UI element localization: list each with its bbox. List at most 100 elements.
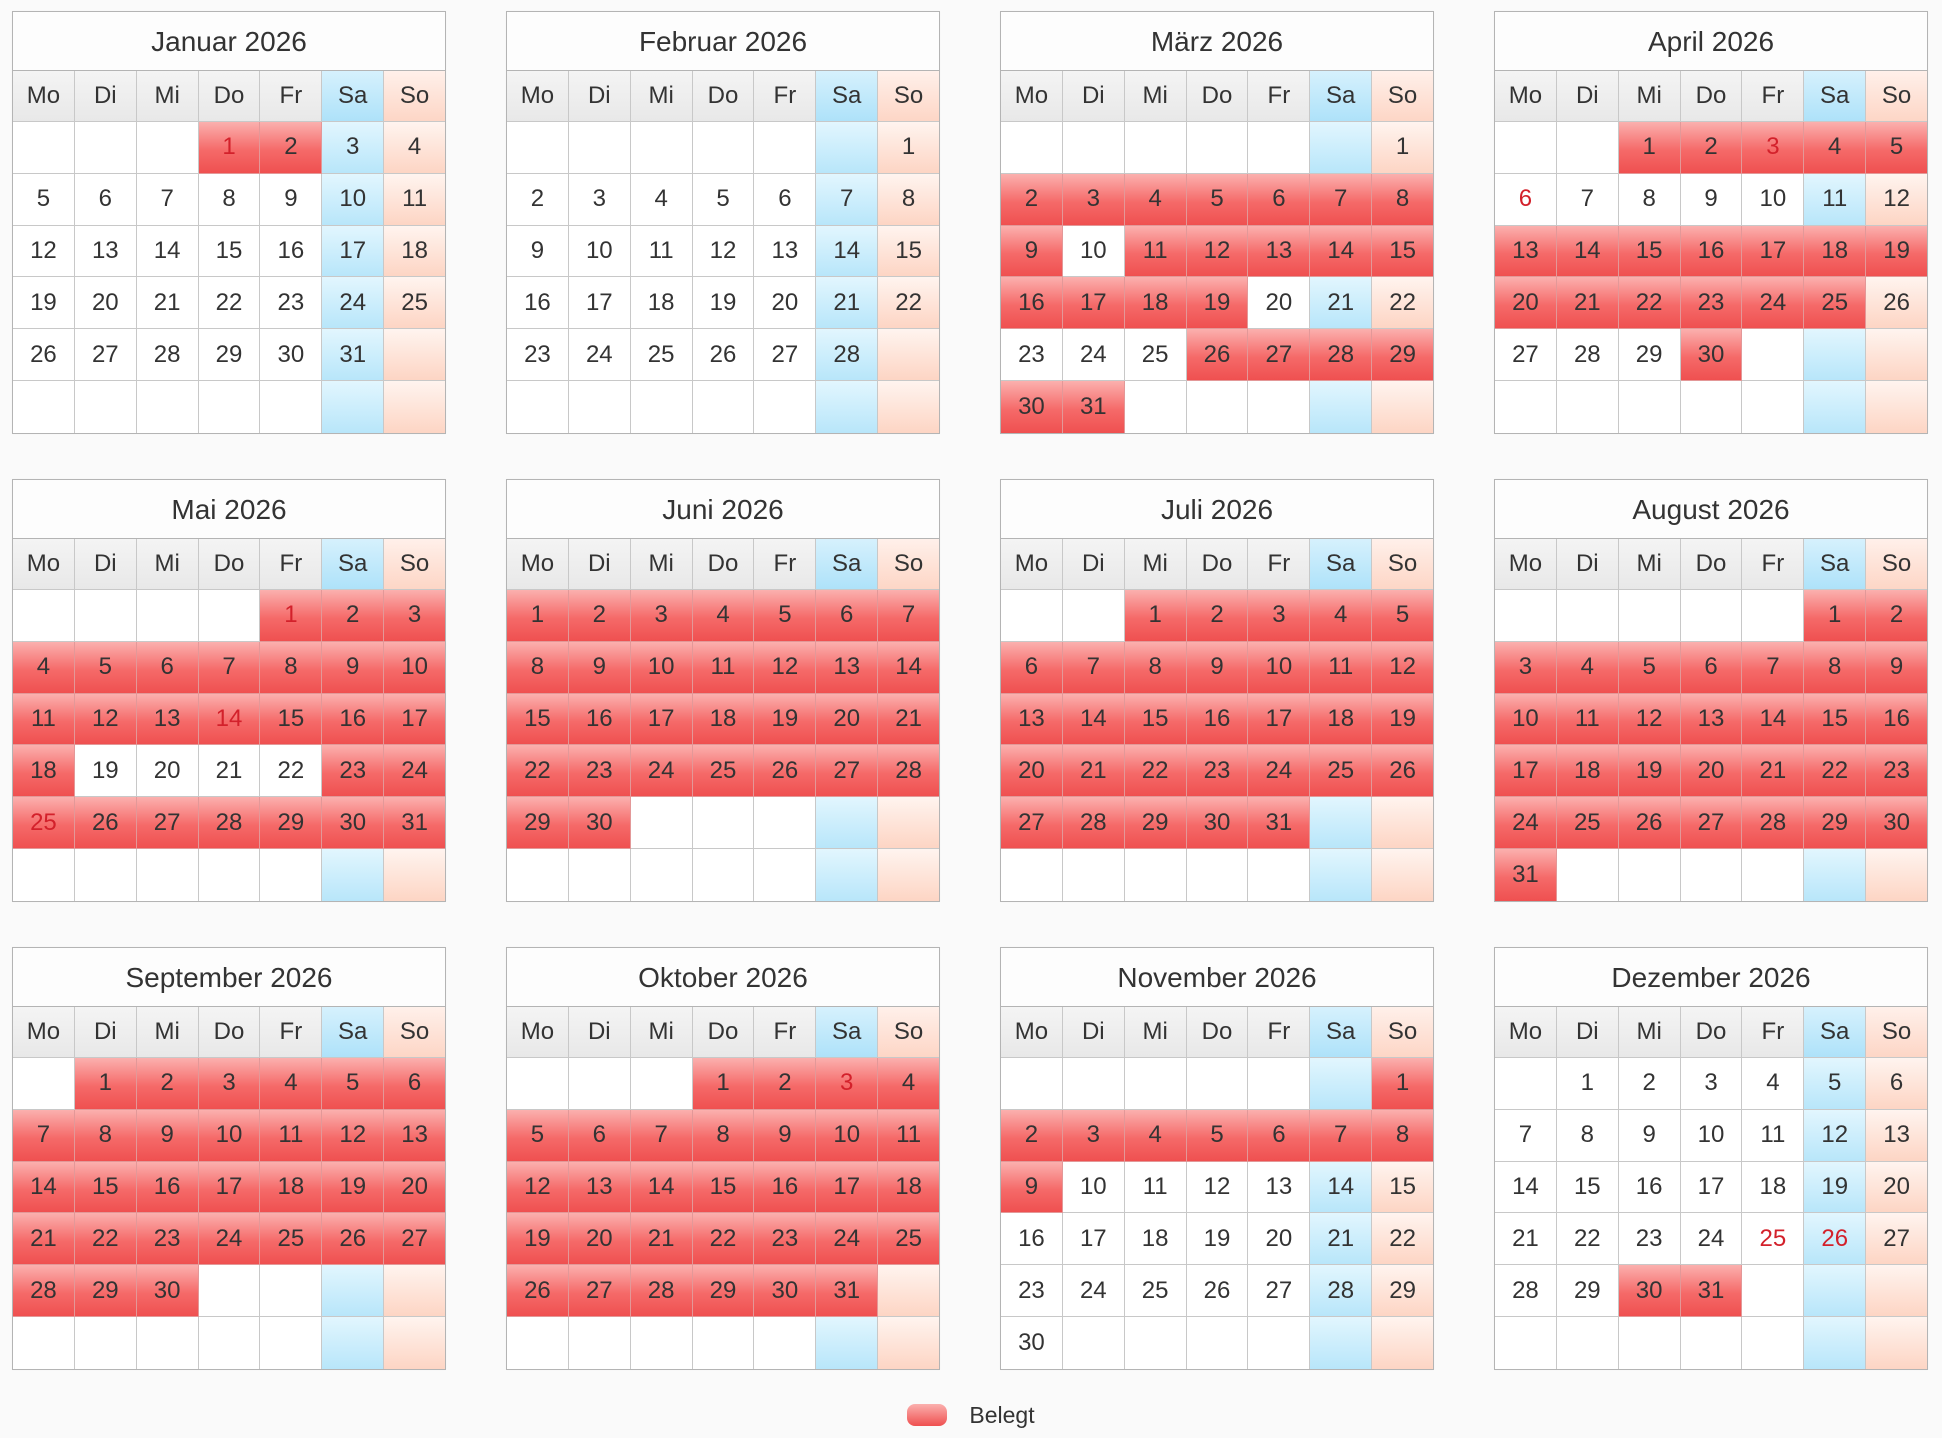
- day-cell[interactable]: 18: [1556, 745, 1619, 798]
- day-cell[interactable]: 17: [1742, 225, 1805, 278]
- day-cell[interactable]: 5: [1186, 1109, 1249, 1162]
- day-cell[interactable]: 12: [1186, 1161, 1249, 1214]
- day-cell[interactable]: 7: [630, 1109, 693, 1162]
- day-cell[interactable]: 29: [1372, 1265, 1434, 1318]
- day-cell[interactable]: 17: [1680, 1161, 1743, 1214]
- day-cell[interactable]: 14: [1495, 1161, 1557, 1214]
- day-cell[interactable]: 30: [1680, 329, 1743, 382]
- day-cell[interactable]: 11: [878, 1109, 940, 1162]
- day-cell[interactable]: 10: [568, 225, 631, 278]
- day-cell[interactable]: 14: [1742, 693, 1805, 746]
- day-cell[interactable]: 21: [1556, 277, 1619, 330]
- day-cell[interactable]: 1: [878, 121, 940, 174]
- day-cell[interactable]: 30: [1618, 1265, 1681, 1318]
- day-cell[interactable]: 10: [1062, 225, 1125, 278]
- day-cell[interactable]: 20: [74, 277, 137, 330]
- day-cell[interactable]: 7: [1310, 1109, 1373, 1162]
- day-cell[interactable]: 14: [136, 225, 199, 278]
- day-cell[interactable]: 4: [1804, 121, 1867, 174]
- day-cell[interactable]: 3: [568, 173, 631, 226]
- day-cell[interactable]: 11: [384, 173, 446, 226]
- day-cell[interactable]: 8: [692, 1109, 755, 1162]
- day-cell[interactable]: 6: [384, 1057, 446, 1110]
- day-cell[interactable]: 26: [754, 745, 817, 798]
- day-cell[interactable]: 15: [1804, 693, 1867, 746]
- day-cell[interactable]: 30: [568, 797, 631, 850]
- day-cell[interactable]: 5: [322, 1057, 385, 1110]
- day-cell[interactable]: 4: [13, 641, 75, 694]
- day-cell[interactable]: 20: [1248, 1213, 1311, 1266]
- day-cell[interactable]: 17: [384, 693, 446, 746]
- day-cell[interactable]: 14: [13, 1161, 75, 1214]
- day-cell[interactable]: 1: [1618, 121, 1681, 174]
- day-cell[interactable]: 19: [1186, 277, 1249, 330]
- day-cell[interactable]: 25: [1124, 329, 1187, 382]
- day-cell[interactable]: 2: [568, 589, 631, 642]
- day-cell[interactable]: 1: [198, 121, 261, 174]
- day-cell[interactable]: 28: [198, 797, 261, 850]
- day-cell[interactable]: 10: [1680, 1109, 1743, 1162]
- day-cell[interactable]: 26: [1866, 277, 1928, 330]
- day-cell[interactable]: 13: [568, 1161, 631, 1214]
- day-cell[interactable]: 27: [1248, 329, 1311, 382]
- day-cell[interactable]: 14: [1310, 225, 1373, 278]
- day-cell[interactable]: 15: [260, 693, 323, 746]
- day-cell[interactable]: 31: [1495, 849, 1557, 902]
- day-cell[interactable]: 15: [507, 693, 569, 746]
- day-cell[interactable]: 16: [322, 693, 385, 746]
- day-cell[interactable]: 20: [754, 277, 817, 330]
- day-cell[interactable]: 24: [198, 1213, 261, 1266]
- day-cell[interactable]: 2: [1001, 173, 1063, 226]
- day-cell[interactable]: 18: [878, 1161, 940, 1214]
- day-cell[interactable]: 11: [692, 641, 755, 694]
- day-cell[interactable]: 18: [260, 1161, 323, 1214]
- day-cell[interactable]: 21: [630, 1213, 693, 1266]
- day-cell[interactable]: 5: [1618, 641, 1681, 694]
- day-cell[interactable]: 15: [1372, 225, 1434, 278]
- day-cell[interactable]: 10: [322, 173, 385, 226]
- day-cell[interactable]: 3: [384, 589, 446, 642]
- day-cell[interactable]: 29: [1618, 329, 1681, 382]
- day-cell[interactable]: 30: [1001, 1317, 1063, 1370]
- day-cell[interactable]: 11: [630, 225, 693, 278]
- day-cell[interactable]: 21: [198, 745, 261, 798]
- day-cell[interactable]: 6: [568, 1109, 631, 1162]
- day-cell[interactable]: 28: [816, 329, 879, 382]
- day-cell[interactable]: 4: [384, 121, 446, 174]
- day-cell[interactable]: 11: [1742, 1109, 1805, 1162]
- day-cell[interactable]: 30: [754, 1265, 817, 1318]
- day-cell[interactable]: 3: [322, 121, 385, 174]
- day-cell[interactable]: 27: [384, 1213, 446, 1266]
- day-cell[interactable]: 7: [1495, 1109, 1557, 1162]
- day-cell[interactable]: 31: [1248, 797, 1311, 850]
- day-cell[interactable]: 8: [260, 641, 323, 694]
- day-cell[interactable]: 15: [74, 1161, 137, 1214]
- day-cell[interactable]: 17: [816, 1161, 879, 1214]
- day-cell[interactable]: 11: [13, 693, 75, 746]
- day-cell[interactable]: 22: [1124, 745, 1187, 798]
- day-cell[interactable]: 29: [198, 329, 261, 382]
- day-cell[interactable]: 25: [630, 329, 693, 382]
- day-cell[interactable]: 24: [568, 329, 631, 382]
- day-cell[interactable]: 18: [1310, 693, 1373, 746]
- day-cell[interactable]: 22: [692, 1213, 755, 1266]
- day-cell[interactable]: 15: [692, 1161, 755, 1214]
- day-cell[interactable]: 23: [754, 1213, 817, 1266]
- day-cell[interactable]: 7: [1742, 641, 1805, 694]
- day-cell[interactable]: 9: [136, 1109, 199, 1162]
- day-cell[interactable]: 8: [1372, 173, 1434, 226]
- day-cell[interactable]: 29: [1804, 797, 1867, 850]
- day-cell[interactable]: 6: [1248, 173, 1311, 226]
- day-cell[interactable]: 6: [754, 173, 817, 226]
- day-cell[interactable]: 15: [878, 225, 940, 278]
- day-cell[interactable]: 16: [507, 277, 569, 330]
- day-cell[interactable]: 19: [1804, 1161, 1867, 1214]
- day-cell[interactable]: 13: [1001, 693, 1063, 746]
- day-cell[interactable]: 28: [1310, 329, 1373, 382]
- day-cell[interactable]: 1: [507, 589, 569, 642]
- day-cell[interactable]: 26: [322, 1213, 385, 1266]
- day-cell[interactable]: 20: [1001, 745, 1063, 798]
- day-cell[interactable]: 4: [260, 1057, 323, 1110]
- day-cell[interactable]: 25: [692, 745, 755, 798]
- day-cell[interactable]: 7: [1310, 173, 1373, 226]
